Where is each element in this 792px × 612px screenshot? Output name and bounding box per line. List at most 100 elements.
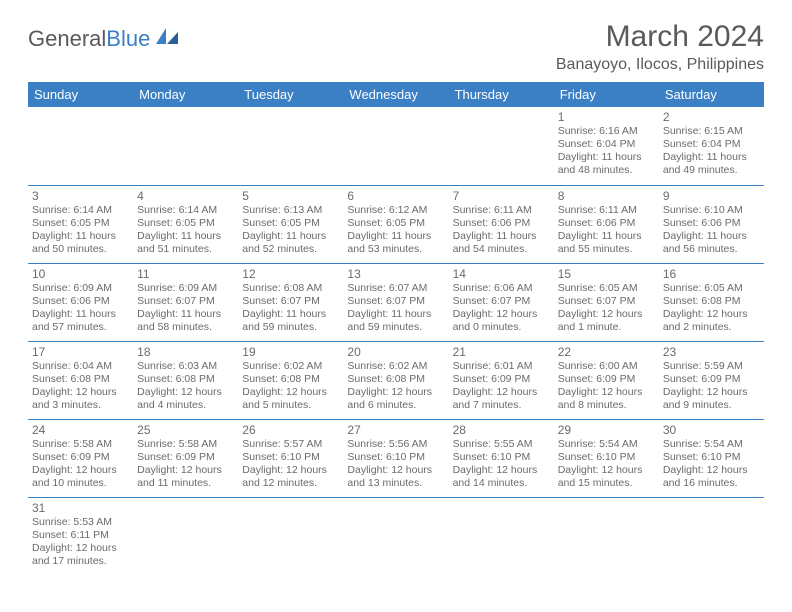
day-info: Sunrise: 6:11 AMSunset: 6:06 PMDaylight:…: [558, 204, 655, 257]
day-number: 2: [663, 110, 760, 124]
sunrise-text: Sunrise: 6:03 AM: [137, 360, 234, 373]
day-info: Sunrise: 6:13 AMSunset: 6:05 PMDaylight:…: [242, 204, 339, 257]
daylight-text: Daylight: 11 hours and 53 minutes.: [347, 230, 444, 256]
daylight-text: Daylight: 12 hours and 6 minutes.: [347, 386, 444, 412]
day-number: 10: [32, 267, 129, 281]
calendar-day-cell: [133, 497, 238, 575]
calendar-day-cell: [343, 497, 448, 575]
calendar-day-cell: 6Sunrise: 6:12 AMSunset: 6:05 PMDaylight…: [343, 185, 448, 263]
sunset-text: Sunset: 6:08 PM: [347, 373, 444, 386]
day-number: 8: [558, 189, 655, 203]
day-number: 1: [558, 110, 655, 124]
calendar-table: Sunday Monday Tuesday Wednesday Thursday…: [28, 82, 764, 575]
calendar-day-cell: 10Sunrise: 6:09 AMSunset: 6:06 PMDayligh…: [28, 263, 133, 341]
calendar-day-cell: 3Sunrise: 6:14 AMSunset: 6:05 PMDaylight…: [28, 185, 133, 263]
daylight-text: Daylight: 11 hours and 52 minutes.: [242, 230, 339, 256]
day-number: 24: [32, 423, 129, 437]
day-number: 13: [347, 267, 444, 281]
sunset-text: Sunset: 6:09 PM: [137, 451, 234, 464]
day-number: 26: [242, 423, 339, 437]
logo-text-2: Blue: [106, 26, 150, 52]
daylight-text: Daylight: 11 hours and 48 minutes.: [558, 151, 655, 177]
day-number: 18: [137, 345, 234, 359]
daylight-text: Daylight: 12 hours and 16 minutes.: [663, 464, 760, 490]
weekday-header-row: Sunday Monday Tuesday Wednesday Thursday…: [28, 82, 764, 107]
day-info: Sunrise: 5:58 AMSunset: 6:09 PMDaylight:…: [137, 438, 234, 491]
sunrise-text: Sunrise: 5:53 AM: [32, 516, 129, 529]
daylight-text: Daylight: 11 hours and 57 minutes.: [32, 308, 129, 334]
day-number: 21: [453, 345, 550, 359]
logo-sail-icon: [154, 26, 180, 52]
day-number: 30: [663, 423, 760, 437]
day-info: Sunrise: 5:54 AMSunset: 6:10 PMDaylight:…: [663, 438, 760, 491]
sunrise-text: Sunrise: 6:09 AM: [137, 282, 234, 295]
sunset-text: Sunset: 6:10 PM: [242, 451, 339, 464]
sunset-text: Sunset: 6:05 PM: [347, 217, 444, 230]
daylight-text: Daylight: 12 hours and 9 minutes.: [663, 386, 760, 412]
daylight-text: Daylight: 12 hours and 10 minutes.: [32, 464, 129, 490]
calendar-day-cell: 14Sunrise: 6:06 AMSunset: 6:07 PMDayligh…: [449, 263, 554, 341]
sunrise-text: Sunrise: 6:06 AM: [453, 282, 550, 295]
sunrise-text: Sunrise: 6:11 AM: [453, 204, 550, 217]
month-title: March 2024: [556, 20, 764, 54]
weekday-header: Friday: [554, 82, 659, 107]
sunrise-text: Sunrise: 5:57 AM: [242, 438, 339, 451]
calendar-day-cell: 19Sunrise: 6:02 AMSunset: 6:08 PMDayligh…: [238, 341, 343, 419]
day-number: 4: [137, 189, 234, 203]
weekday-header: Wednesday: [343, 82, 448, 107]
calendar-day-cell: 16Sunrise: 6:05 AMSunset: 6:08 PMDayligh…: [659, 263, 764, 341]
calendar-day-cell: 31Sunrise: 5:53 AMSunset: 6:11 PMDayligh…: [28, 497, 133, 575]
daylight-text: Daylight: 12 hours and 8 minutes.: [558, 386, 655, 412]
day-info: Sunrise: 6:14 AMSunset: 6:05 PMDaylight:…: [137, 204, 234, 257]
calendar-day-cell: 9Sunrise: 6:10 AMSunset: 6:06 PMDaylight…: [659, 185, 764, 263]
day-number: 11: [137, 267, 234, 281]
sunrise-text: Sunrise: 6:05 AM: [663, 282, 760, 295]
daylight-text: Daylight: 12 hours and 0 minutes.: [453, 308, 550, 334]
daylight-text: Daylight: 12 hours and 15 minutes.: [558, 464, 655, 490]
day-info: Sunrise: 6:07 AMSunset: 6:07 PMDaylight:…: [347, 282, 444, 335]
logo-text-1: General: [28, 26, 106, 52]
daylight-text: Daylight: 12 hours and 2 minutes.: [663, 308, 760, 334]
sunset-text: Sunset: 6:09 PM: [558, 373, 655, 386]
day-number: 31: [32, 501, 129, 515]
day-info: Sunrise: 6:02 AMSunset: 6:08 PMDaylight:…: [347, 360, 444, 413]
sunset-text: Sunset: 6:07 PM: [242, 295, 339, 308]
calendar-day-cell: 30Sunrise: 5:54 AMSunset: 6:10 PMDayligh…: [659, 419, 764, 497]
day-info: Sunrise: 6:04 AMSunset: 6:08 PMDaylight:…: [32, 360, 129, 413]
sunrise-text: Sunrise: 6:11 AM: [558, 204, 655, 217]
calendar-day-cell: [659, 497, 764, 575]
day-number: 27: [347, 423, 444, 437]
day-info: Sunrise: 6:12 AMSunset: 6:05 PMDaylight:…: [347, 204, 444, 257]
daylight-text: Daylight: 12 hours and 1 minute.: [558, 308, 655, 334]
sunset-text: Sunset: 6:07 PM: [558, 295, 655, 308]
calendar-day-cell: [449, 497, 554, 575]
daylight-text: Daylight: 12 hours and 14 minutes.: [453, 464, 550, 490]
header: GeneralBlue March 2024 Banayoyo, Ilocos,…: [28, 20, 764, 74]
calendar-day-cell: 27Sunrise: 5:56 AMSunset: 6:10 PMDayligh…: [343, 419, 448, 497]
sunset-text: Sunset: 6:08 PM: [137, 373, 234, 386]
daylight-text: Daylight: 12 hours and 7 minutes.: [453, 386, 550, 412]
calendar-week-row: 24Sunrise: 5:58 AMSunset: 6:09 PMDayligh…: [28, 419, 764, 497]
sunset-text: Sunset: 6:08 PM: [663, 295, 760, 308]
sunrise-text: Sunrise: 5:58 AM: [137, 438, 234, 451]
calendar-day-cell: [28, 107, 133, 185]
calendar-day-cell: [238, 107, 343, 185]
day-info: Sunrise: 6:11 AMSunset: 6:06 PMDaylight:…: [453, 204, 550, 257]
location: Banayoyo, Ilocos, Philippines: [556, 56, 764, 74]
calendar-day-cell: [238, 497, 343, 575]
sunset-text: Sunset: 6:09 PM: [453, 373, 550, 386]
title-block: March 2024 Banayoyo, Ilocos, Philippines: [556, 20, 764, 74]
daylight-text: Daylight: 11 hours and 59 minutes.: [242, 308, 339, 334]
day-info: Sunrise: 6:02 AMSunset: 6:08 PMDaylight:…: [242, 360, 339, 413]
calendar-day-cell: 17Sunrise: 6:04 AMSunset: 6:08 PMDayligh…: [28, 341, 133, 419]
calendar-day-cell: 21Sunrise: 6:01 AMSunset: 6:09 PMDayligh…: [449, 341, 554, 419]
calendar-day-cell: [449, 107, 554, 185]
daylight-text: Daylight: 11 hours and 54 minutes.: [453, 230, 550, 256]
logo: GeneralBlue: [28, 26, 180, 52]
day-info: Sunrise: 5:55 AMSunset: 6:10 PMDaylight:…: [453, 438, 550, 491]
daylight-text: Daylight: 12 hours and 12 minutes.: [242, 464, 339, 490]
sunset-text: Sunset: 6:06 PM: [663, 217, 760, 230]
day-number: 6: [347, 189, 444, 203]
calendar-day-cell: 23Sunrise: 5:59 AMSunset: 6:09 PMDayligh…: [659, 341, 764, 419]
day-number: 12: [242, 267, 339, 281]
